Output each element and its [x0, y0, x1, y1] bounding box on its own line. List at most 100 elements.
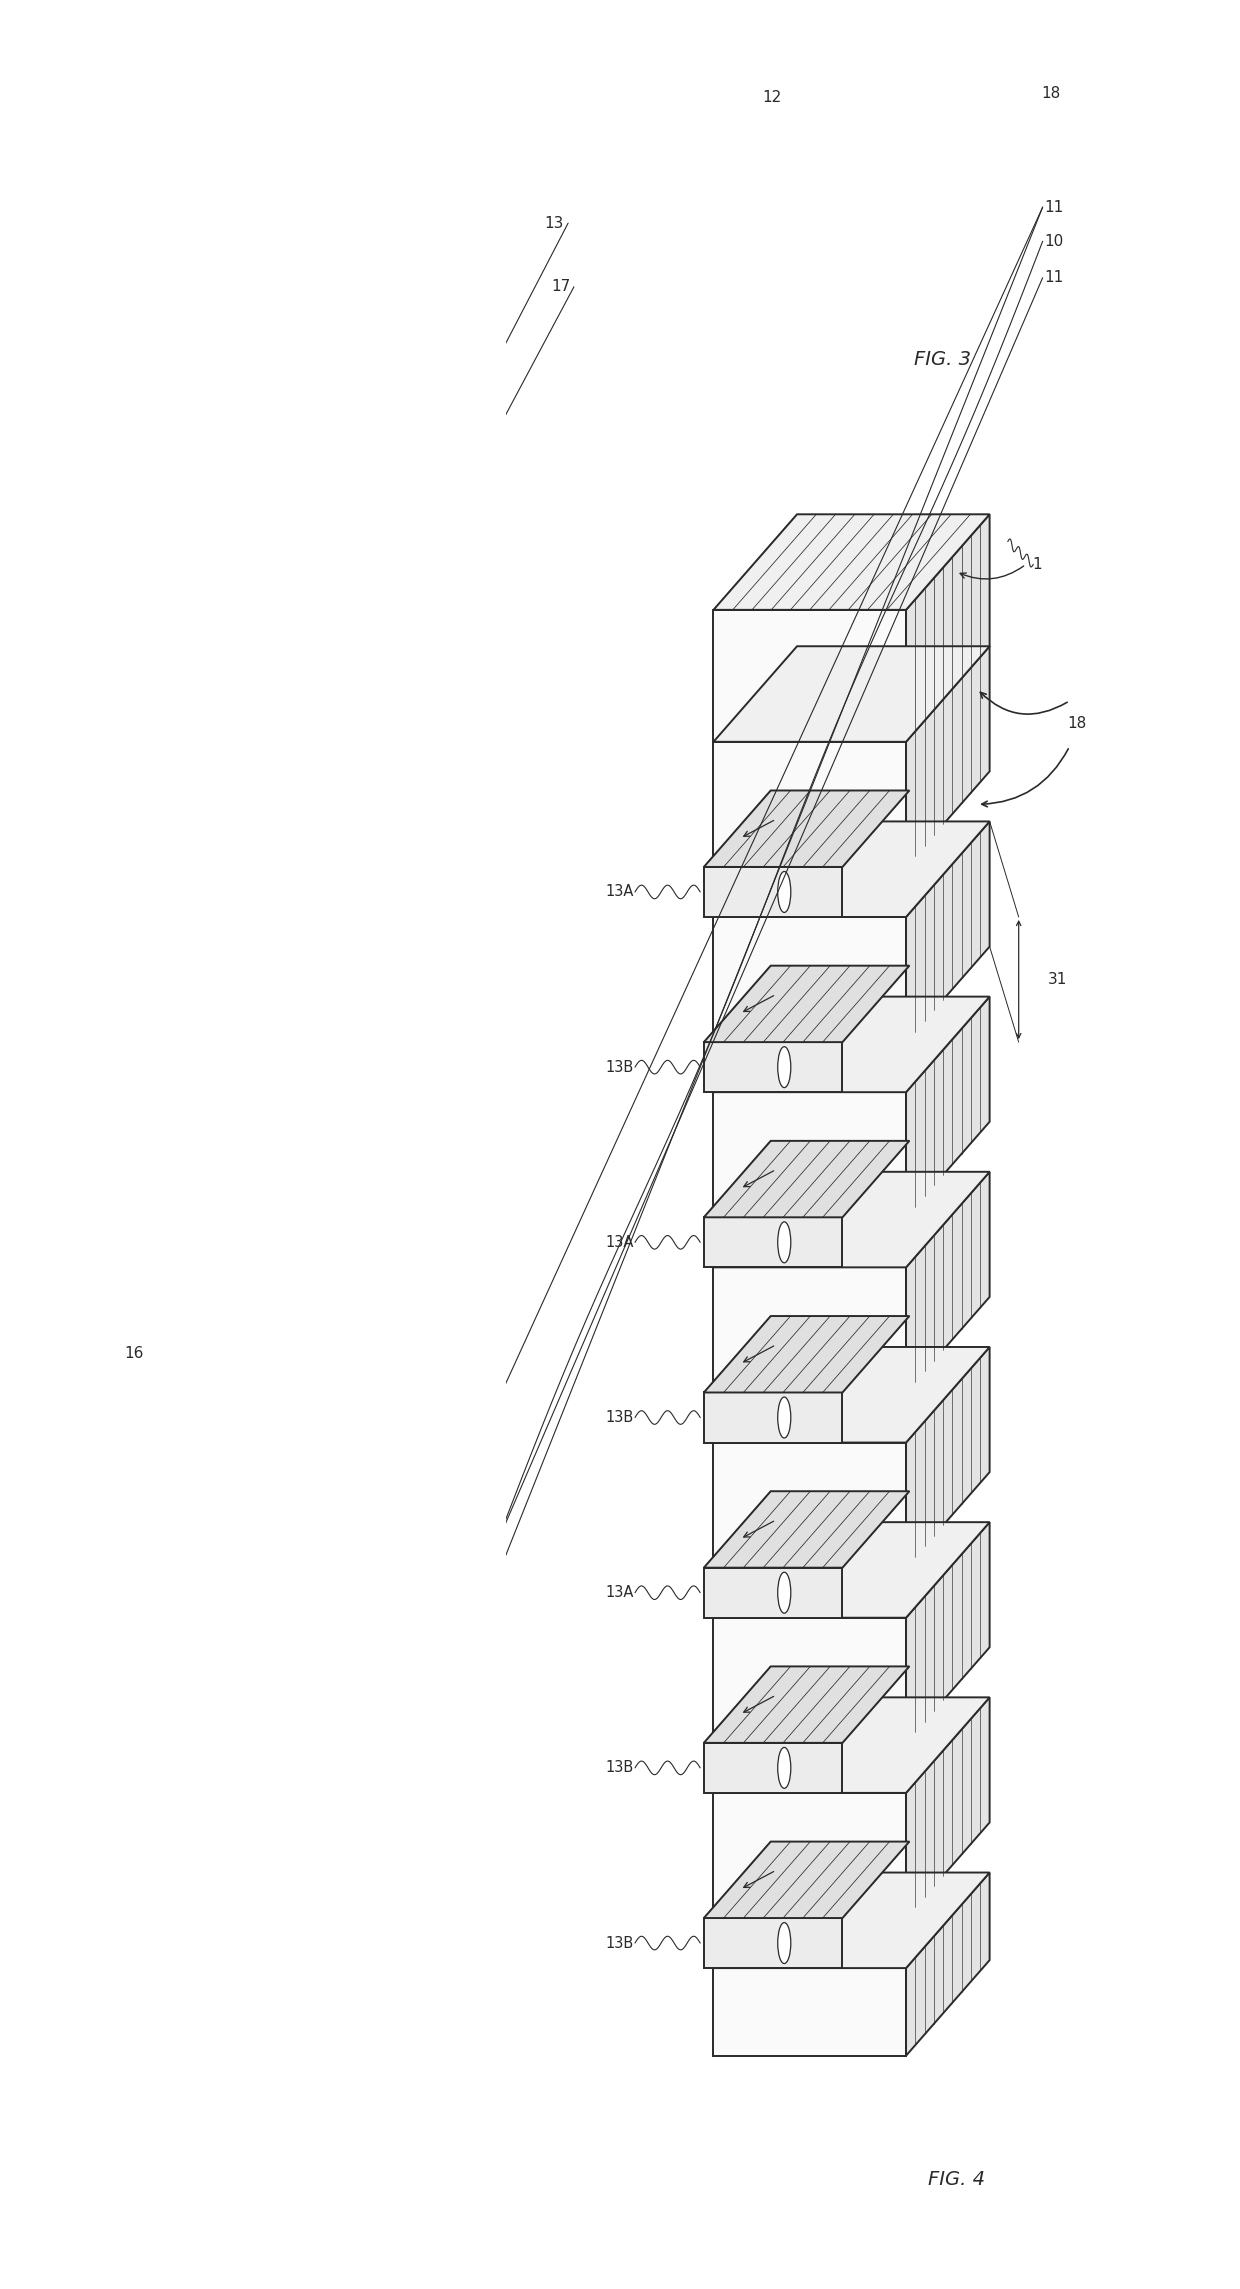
Text: 1: 1 — [1032, 556, 1042, 572]
Polygon shape — [135, 1348, 424, 1733]
Polygon shape — [713, 822, 990, 918]
Ellipse shape — [327, 1644, 340, 1673]
Text: 18: 18 — [1068, 716, 1086, 730]
Text: FIG. 4: FIG. 4 — [929, 2170, 986, 2188]
Ellipse shape — [221, 1467, 234, 1497]
Polygon shape — [704, 1568, 842, 1618]
Polygon shape — [906, 1872, 990, 2056]
Polygon shape — [704, 1392, 842, 1442]
Polygon shape — [346, 1662, 430, 1733]
Ellipse shape — [279, 1451, 291, 1481]
Polygon shape — [704, 1218, 842, 1268]
Polygon shape — [128, 1348, 346, 1747]
Polygon shape — [339, 1701, 424, 1776]
Text: 13A: 13A — [605, 884, 634, 900]
Polygon shape — [713, 742, 906, 868]
Polygon shape — [704, 1843, 909, 1918]
Ellipse shape — [306, 1529, 319, 1559]
Ellipse shape — [56, 1302, 68, 1332]
Ellipse shape — [273, 1488, 285, 1518]
Polygon shape — [141, 1309, 430, 1692]
Ellipse shape — [280, 1520, 293, 1550]
Ellipse shape — [200, 1353, 213, 1383]
Ellipse shape — [334, 1607, 346, 1637]
Text: 11: 11 — [1044, 199, 1064, 215]
Polygon shape — [713, 1969, 906, 2056]
Text: 16: 16 — [124, 1346, 144, 1362]
Polygon shape — [704, 790, 909, 868]
Polygon shape — [704, 1742, 842, 1792]
Polygon shape — [299, 1719, 401, 1893]
Polygon shape — [713, 645, 990, 742]
Polygon shape — [713, 1698, 990, 1792]
Text: 13B: 13B — [605, 1410, 634, 1426]
Ellipse shape — [300, 1566, 312, 1595]
Polygon shape — [704, 1316, 909, 1392]
Text: 11: 11 — [1044, 270, 1064, 286]
Polygon shape — [713, 918, 906, 1041]
Text: 10: 10 — [1044, 233, 1064, 250]
Ellipse shape — [226, 1364, 239, 1392]
Polygon shape — [713, 1268, 906, 1392]
Polygon shape — [906, 1346, 990, 1568]
Polygon shape — [906, 1522, 990, 1742]
Polygon shape — [119, 1394, 150, 1454]
Polygon shape — [713, 1872, 990, 1969]
Polygon shape — [119, 1419, 322, 1863]
Polygon shape — [906, 1172, 990, 1392]
Circle shape — [777, 1046, 791, 1087]
Polygon shape — [713, 609, 906, 742]
Text: 13A: 13A — [605, 1234, 634, 1250]
Ellipse shape — [331, 1540, 345, 1568]
Polygon shape — [704, 1140, 909, 1218]
Polygon shape — [135, 1309, 353, 1701]
Text: 12: 12 — [763, 92, 781, 105]
Ellipse shape — [384, 1627, 398, 1657]
Circle shape — [777, 1573, 791, 1614]
Text: 17: 17 — [552, 279, 570, 295]
Text: 13B: 13B — [605, 1060, 634, 1074]
Polygon shape — [713, 1442, 906, 1568]
Polygon shape — [906, 996, 990, 1218]
Polygon shape — [12, 1218, 128, 1444]
Ellipse shape — [378, 1664, 392, 1694]
Polygon shape — [713, 1792, 906, 1918]
Ellipse shape — [193, 1389, 207, 1419]
Ellipse shape — [325, 1577, 339, 1605]
Text: 13: 13 — [544, 215, 563, 231]
Ellipse shape — [227, 1431, 241, 1460]
Polygon shape — [906, 515, 990, 742]
Polygon shape — [704, 1490, 909, 1568]
Text: 13B: 13B — [605, 1760, 634, 1776]
Polygon shape — [713, 996, 990, 1092]
Polygon shape — [713, 1618, 906, 1742]
Ellipse shape — [175, 1344, 187, 1373]
Text: FIG. 3: FIG. 3 — [914, 350, 971, 369]
Polygon shape — [704, 868, 842, 918]
Polygon shape — [906, 822, 990, 1041]
Polygon shape — [21, 1218, 150, 1403]
Polygon shape — [713, 1522, 990, 1618]
Ellipse shape — [219, 1401, 233, 1428]
Circle shape — [777, 1747, 791, 1788]
Ellipse shape — [247, 1479, 260, 1506]
Circle shape — [777, 1222, 791, 1264]
Polygon shape — [713, 1172, 990, 1268]
Polygon shape — [713, 1346, 990, 1442]
Text: 31: 31 — [1048, 973, 1068, 987]
Circle shape — [777, 1396, 791, 1437]
Ellipse shape — [169, 1380, 181, 1408]
Polygon shape — [713, 1092, 906, 1218]
Polygon shape — [704, 1041, 842, 1092]
Polygon shape — [704, 1666, 909, 1742]
Ellipse shape — [274, 1557, 286, 1584]
Polygon shape — [713, 515, 990, 609]
Text: 13A: 13A — [605, 1586, 634, 1600]
Ellipse shape — [253, 1442, 265, 1472]
Circle shape — [777, 872, 791, 913]
Polygon shape — [906, 1698, 990, 1918]
Polygon shape — [906, 645, 990, 868]
Circle shape — [777, 1923, 791, 1964]
Polygon shape — [704, 966, 909, 1041]
Text: 13B: 13B — [605, 1936, 634, 1950]
